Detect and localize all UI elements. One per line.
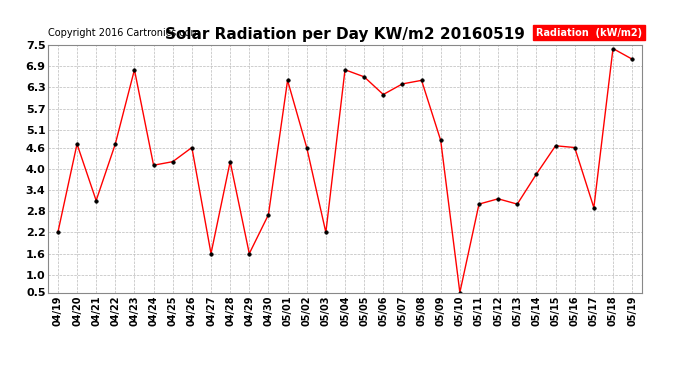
Text: Copyright 2016 Cartronics.com: Copyright 2016 Cartronics.com <box>48 28 200 38</box>
Title: Solar Radiation per Day KW/m2 20160519: Solar Radiation per Day KW/m2 20160519 <box>165 27 525 42</box>
Text: Radiation  (kW/m2): Radiation (kW/m2) <box>535 28 642 38</box>
